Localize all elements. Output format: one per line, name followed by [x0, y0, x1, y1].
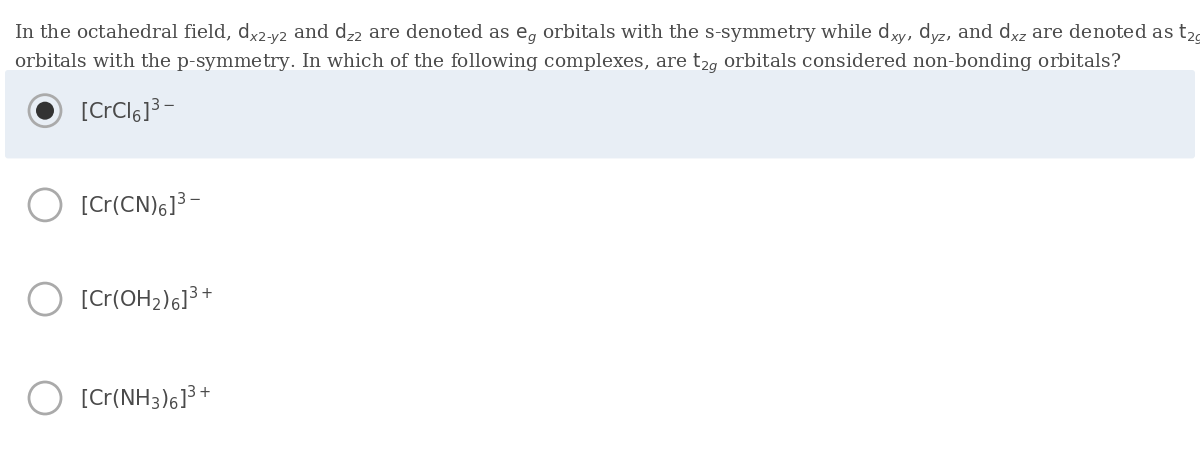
Text: orbitals with the p-symmetry. In which of the following complexes, are $\mathrm{: orbitals with the p-symmetry. In which o…	[14, 52, 1122, 76]
FancyBboxPatch shape	[5, 70, 1195, 158]
Text: In the octahedral field, $\mathrm{d}_{x2\text{-}y2}$ and $\mathrm{d}_{z2}$ are d: In the octahedral field, $\mathrm{d}_{x2…	[14, 22, 1200, 48]
Text: $[\mathrm{CrCl}_{6}]^{3-}$: $[\mathrm{CrCl}_{6}]^{3-}$	[80, 96, 175, 125]
Circle shape	[36, 102, 54, 120]
Text: $[\mathrm{Cr(OH}_{2})_{6}]^{3+}$: $[\mathrm{Cr(OH}_{2})_{6}]^{3+}$	[80, 284, 214, 314]
Text: $[\mathrm{Cr(NH}_{3})_{6}]^{3+}$: $[\mathrm{Cr(NH}_{3})_{6}]^{3+}$	[80, 383, 211, 413]
Text: $[\mathrm{Cr(CN)}_{6}]^{3-}$: $[\mathrm{Cr(CN)}_{6}]^{3-}$	[80, 190, 202, 219]
